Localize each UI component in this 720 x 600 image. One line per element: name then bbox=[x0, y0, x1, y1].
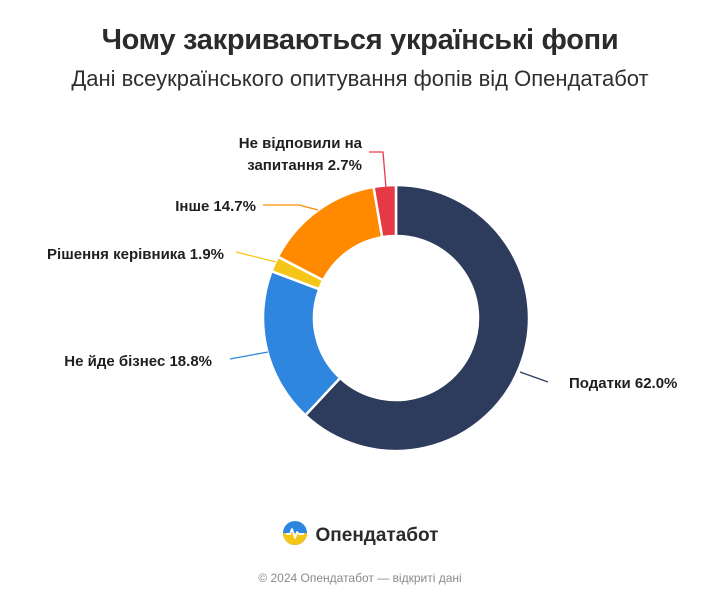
leader-line-3 bbox=[263, 204, 319, 211]
slice-3 bbox=[276, 185, 384, 282]
opendatabot-logo-icon bbox=[282, 520, 308, 551]
data-label-1: Не йде бізнес 18.8% bbox=[64, 353, 212, 370]
brand: Опендатабот bbox=[0, 520, 720, 551]
leader-line-0 bbox=[519, 371, 549, 383]
slice-4 bbox=[372, 183, 398, 239]
slice-0 bbox=[304, 183, 531, 453]
chart-subtitle: Дані всеукраїнського опитування фопів ві… bbox=[71, 66, 649, 91]
chart-title: Чому закриваються українські фопи bbox=[101, 24, 619, 56]
data-label-3: Інше 14.7% bbox=[175, 198, 256, 215]
leader-line-2 bbox=[235, 251, 277, 263]
data-label-4-line-1: запитання 2.7% bbox=[247, 157, 362, 174]
leader-line-1 bbox=[229, 351, 269, 360]
footer-copyright: © 2024 Опендатабот — відкриті дані bbox=[258, 571, 462, 585]
brand-name: Опендатабот bbox=[315, 524, 439, 546]
data-label-0: Податки 62.0% bbox=[569, 375, 677, 392]
leader-line-4 bbox=[369, 151, 387, 189]
data-label-4-line-0: Не відповили на bbox=[239, 135, 363, 152]
data-label-2: Рішення керівника 1.9% bbox=[47, 246, 224, 263]
